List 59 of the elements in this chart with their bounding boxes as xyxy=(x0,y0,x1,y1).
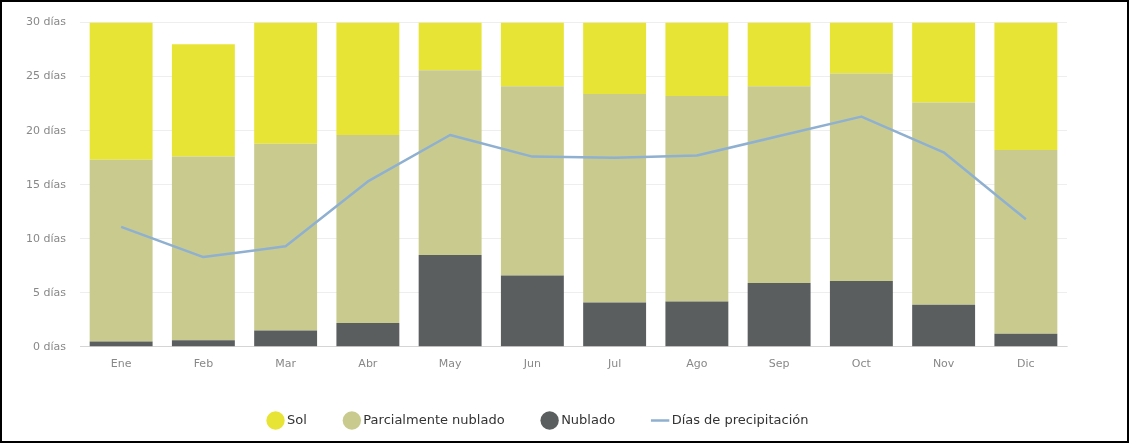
y-tick-label: 10 días xyxy=(25,231,67,245)
x-tick-label: Nov xyxy=(932,357,955,371)
bar xyxy=(747,283,811,347)
x-tick-label: Feb xyxy=(193,357,214,371)
bar xyxy=(89,159,153,342)
bar xyxy=(336,22,400,135)
bar xyxy=(994,22,1058,151)
bar xyxy=(583,22,647,94)
bar xyxy=(500,22,564,87)
bar xyxy=(994,333,1058,347)
bar xyxy=(583,302,647,347)
bar xyxy=(583,93,647,303)
bar xyxy=(500,86,564,276)
legend-label: Sol xyxy=(287,411,307,427)
y-tick-label: 5 días xyxy=(32,285,67,299)
bar xyxy=(336,134,400,324)
bar xyxy=(254,330,318,347)
x-tick-label: Ago xyxy=(686,357,708,371)
bar xyxy=(418,22,482,71)
x-tick-label: Jun xyxy=(522,357,541,371)
bar xyxy=(254,143,318,331)
bar xyxy=(89,22,153,160)
bar xyxy=(171,44,235,157)
bar xyxy=(336,323,400,347)
bar xyxy=(829,280,893,347)
bar xyxy=(500,275,564,347)
legend-label: Parcialmente nublado xyxy=(363,411,505,427)
bar xyxy=(829,73,893,281)
bar xyxy=(665,22,729,97)
x-tick-label: Jul xyxy=(606,357,622,371)
bar xyxy=(171,156,235,341)
bar xyxy=(912,304,976,347)
bar xyxy=(254,22,318,144)
bar xyxy=(665,301,729,347)
bar xyxy=(747,22,811,87)
y-tick-label: 30 días xyxy=(25,15,67,29)
bar xyxy=(747,86,811,284)
x-tick-label: Abr xyxy=(358,357,378,371)
bar xyxy=(89,341,153,347)
x-tick-label: Dic xyxy=(1017,357,1035,371)
bar xyxy=(912,102,976,305)
bar xyxy=(994,150,1058,334)
x-tick-label: Sep xyxy=(768,357,790,371)
y-tick-label: 20 días xyxy=(25,123,67,137)
bar xyxy=(418,70,482,255)
x-tick-label: Ene xyxy=(110,357,132,371)
y-tick-label: 25 días xyxy=(25,69,67,83)
x-tick-label: May xyxy=(438,357,462,371)
bar xyxy=(418,254,482,347)
bar xyxy=(171,340,235,347)
bar xyxy=(912,22,976,103)
x-tick-label: Oct xyxy=(851,357,872,371)
y-tick-label: 0 días xyxy=(32,339,67,353)
y-tick-label: 15 días xyxy=(25,177,67,191)
bar xyxy=(829,22,893,74)
legend-label: Días de precipitación xyxy=(671,411,809,427)
x-tick-label: Mar xyxy=(275,357,297,371)
legend-label: Nublado xyxy=(561,411,616,427)
bar xyxy=(665,96,729,302)
